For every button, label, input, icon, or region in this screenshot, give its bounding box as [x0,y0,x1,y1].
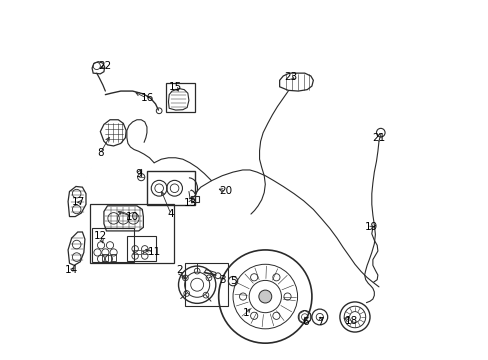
Text: 4: 4 [167,209,174,219]
Text: 17: 17 [72,197,85,207]
Text: 1: 1 [243,309,249,318]
Bar [102,253,108,261]
Bar [89,204,174,263]
Text: 22: 22 [99,61,112,71]
Bar [126,236,155,261]
Text: 10: 10 [126,212,139,221]
Text: 3: 3 [219,275,225,285]
Text: 13: 13 [183,198,196,208]
Bar [110,253,116,261]
Bar [147,171,195,205]
Text: 8: 8 [97,148,103,158]
Bar [191,196,198,202]
Bar [92,228,134,262]
Text: 9: 9 [135,168,142,179]
Text: 5: 5 [229,276,236,286]
Text: 15: 15 [169,82,182,93]
Text: 12: 12 [94,231,107,240]
Bar [133,249,141,254]
Bar [142,249,150,254]
Text: 7: 7 [317,317,323,327]
Text: 2: 2 [176,265,182,275]
Circle shape [258,290,271,303]
Text: 14: 14 [65,265,78,275]
Text: 19: 19 [365,222,378,232]
Text: 18: 18 [344,316,357,325]
Bar [166,83,195,112]
Text: 23: 23 [283,72,296,82]
Text: 11: 11 [147,247,161,257]
Text: 16: 16 [140,93,153,103]
Text: 20: 20 [219,186,232,197]
Text: 6: 6 [302,317,308,327]
Bar [185,263,228,306]
Text: 21: 21 [371,133,385,143]
